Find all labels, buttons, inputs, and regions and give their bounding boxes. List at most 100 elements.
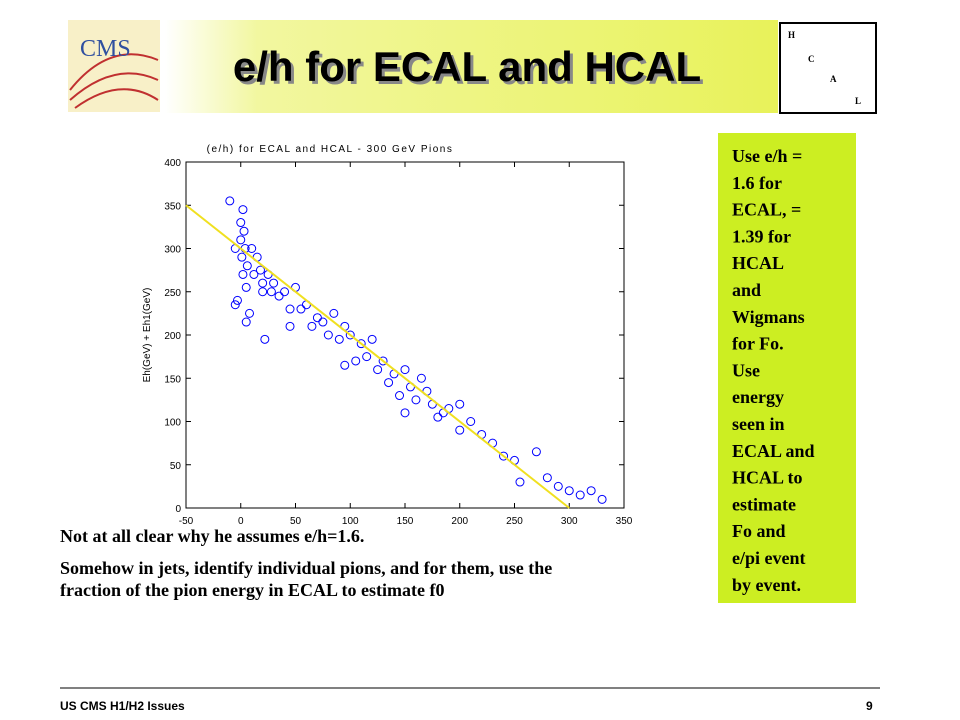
side-note-line: Use e/h =: [732, 146, 802, 166]
point: [356, 339, 366, 349]
side-note-line: Fo and: [732, 521, 786, 541]
point: [312, 313, 322, 323]
x-tick-label: 350: [616, 516, 633, 527]
point: [307, 321, 317, 331]
side-note-line: ECAL, =: [732, 200, 801, 220]
side-note-line: Use: [732, 360, 760, 380]
point: [351, 356, 361, 366]
logo-tracks: [69, 53, 159, 109]
x-tick-label: 200: [451, 516, 468, 527]
point: [499, 451, 509, 461]
point: [575, 490, 585, 500]
paragraph: Not at all clear why he assumes e/h=1.6.: [60, 526, 365, 546]
title-bar: [165, 20, 778, 113]
side-note-line: and: [732, 280, 761, 300]
point: [245, 308, 255, 318]
x-tick-label: 0: [238, 516, 244, 527]
point: [345, 330, 355, 340]
chart-title: (e/h) for ECAL and HCAL - 300 GeV Pions: [207, 144, 454, 155]
point: [362, 352, 372, 362]
y-tick-label: 350: [164, 201, 181, 212]
side-box: [718, 133, 856, 603]
point: [280, 287, 290, 297]
point: [367, 334, 377, 344]
x-tick-label: 300: [561, 516, 578, 527]
logo-text: CMS: [80, 36, 131, 62]
y-tick-label: 150: [164, 374, 181, 385]
side-note-line: HCAL: [732, 253, 784, 273]
point: [515, 477, 525, 487]
point: [285, 304, 295, 314]
point: [274, 291, 284, 301]
corner-letter: A: [830, 74, 837, 84]
y-axis-label: Eh(GeV) + Eh1(GeV): [142, 288, 153, 383]
point: [242, 261, 252, 271]
point: [329, 308, 339, 318]
point: [238, 205, 248, 215]
point: [334, 334, 344, 344]
side-note-line: Wigmans: [732, 307, 805, 327]
point: [225, 196, 235, 206]
plot-frame: [185, 161, 625, 509]
point: [340, 360, 350, 370]
x-tick-label: 100: [342, 516, 359, 527]
fit-line: [185, 204, 570, 509]
x-tick-label: 50: [290, 516, 302, 527]
point: [395, 391, 405, 401]
point: [323, 330, 333, 340]
point: [269, 278, 279, 288]
point: [266, 287, 276, 297]
point: [597, 494, 607, 504]
corner-letter: L: [855, 96, 861, 106]
point: [236, 218, 246, 228]
point: [238, 269, 248, 279]
point: [373, 365, 383, 375]
point: [586, 486, 596, 496]
point: [411, 395, 421, 405]
side-note-line: 1.39 for: [732, 226, 791, 246]
corner-box: [779, 22, 877, 114]
page-number: 9: [866, 699, 873, 713]
y-tick-label: 250: [164, 288, 181, 299]
corner-letter: H: [788, 30, 795, 40]
point: [400, 408, 410, 418]
side-note-line: seen in: [732, 414, 785, 434]
side-note-line: ECAL and: [732, 441, 815, 461]
point: [285, 321, 295, 331]
footer-left: US CMS H1/H2 Issues: [60, 699, 185, 713]
corner-letter: C: [808, 54, 815, 64]
point: [318, 317, 328, 327]
point: [260, 334, 270, 344]
point: [241, 317, 251, 327]
point: [433, 412, 443, 422]
side-note-line: energy: [732, 387, 784, 407]
side-note: Use e/h = 1.6 for ECAL, = 1.39 for HCAL and Wi…: [732, 146, 815, 595]
paragraph: Somehow in jets, identify individual pio…: [60, 558, 553, 600]
point: [455, 399, 465, 409]
side-note-line: by event.: [732, 575, 801, 595]
point: [553, 481, 563, 491]
side-note-line: e/pi event: [732, 548, 806, 568]
point: [241, 282, 251, 292]
side-note-line: 1.6 for: [732, 173, 782, 193]
point: [258, 287, 268, 297]
y-tick-label: 0: [175, 504, 181, 515]
body-text: Not at all clear why he assumes e/h=1.6.…: [60, 525, 600, 611]
point: [296, 304, 306, 314]
y-tick-label: 200: [164, 331, 181, 342]
point: [378, 356, 388, 366]
point: [237, 252, 247, 262]
point: [232, 295, 242, 305]
point: [466, 417, 476, 426]
point: [542, 473, 552, 483]
logo-bg: [68, 20, 160, 112]
point: [400, 365, 410, 375]
slide-title: e/h for ECAL and HCAL: [233, 43, 701, 90]
y-tick-label: 400: [164, 158, 181, 169]
side-note-line: estimate: [732, 494, 796, 514]
y-tick-label: 300: [164, 245, 181, 256]
side-note-line: HCAL to: [732, 468, 803, 488]
x-tick-label: 250: [506, 516, 523, 527]
